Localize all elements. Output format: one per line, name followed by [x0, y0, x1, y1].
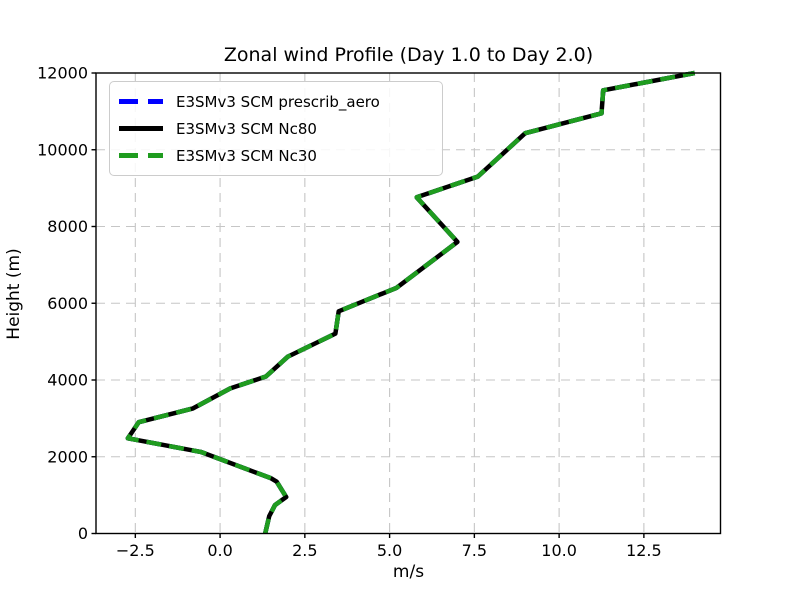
chart-title: Zonal wind Profile (Day 1.0 to Day 2.0) — [223, 44, 594, 66]
legend: E3SMv3 SCM prescrib_aero E3SMv3 SCM Nc80… — [109, 81, 443, 176]
y-tick-label: 10000 — [37, 140, 88, 159]
y-tick-label: 2000 — [47, 447, 88, 466]
x-tick-label: 2.5 — [292, 541, 317, 560]
legend-item-nc80: E3SMv3 SCM Nc80 — [119, 115, 442, 142]
series-line-e3smv3-scm-nc30 — [125, 70, 696, 535]
y-tick-label: 12000 — [37, 64, 88, 83]
legend-line-sample-solid-black — [119, 126, 163, 131]
x-tick-label: 0.0 — [207, 541, 232, 560]
x-axis-label: m/s — [392, 562, 425, 582]
legend-label: E3SMv3 SCM Nc80 — [176, 119, 317, 138]
y-tick-label: 6000 — [47, 294, 88, 313]
legend-item-nc30: E3SMv3 SCM Nc30 — [119, 142, 442, 169]
legend-label: E3SMv3 SCM prescrib_aero — [176, 92, 380, 111]
y-tick-label: 4000 — [47, 371, 88, 390]
y-axis-label: Height (m) — [4, 248, 24, 340]
x-tick-label: 5.0 — [377, 541, 402, 560]
x-tick-label: 7.5 — [462, 541, 487, 560]
legend-line-sample-dashed-blue — [119, 99, 163, 104]
x-tick-label: 10.0 — [541, 541, 577, 560]
legend-line-sample-dashed-green — [119, 153, 163, 158]
x-tick-label: 12.5 — [626, 541, 662, 560]
legend-item-prescrib-aero: E3SMv3 SCM prescrib_aero — [119, 88, 442, 115]
y-tick-label: 8000 — [47, 217, 88, 236]
legend-label: E3SMv3 SCM Nc30 — [176, 146, 317, 165]
x-tick-label: −2.5 — [116, 541, 155, 560]
y-tick-label: 0 — [78, 524, 88, 543]
